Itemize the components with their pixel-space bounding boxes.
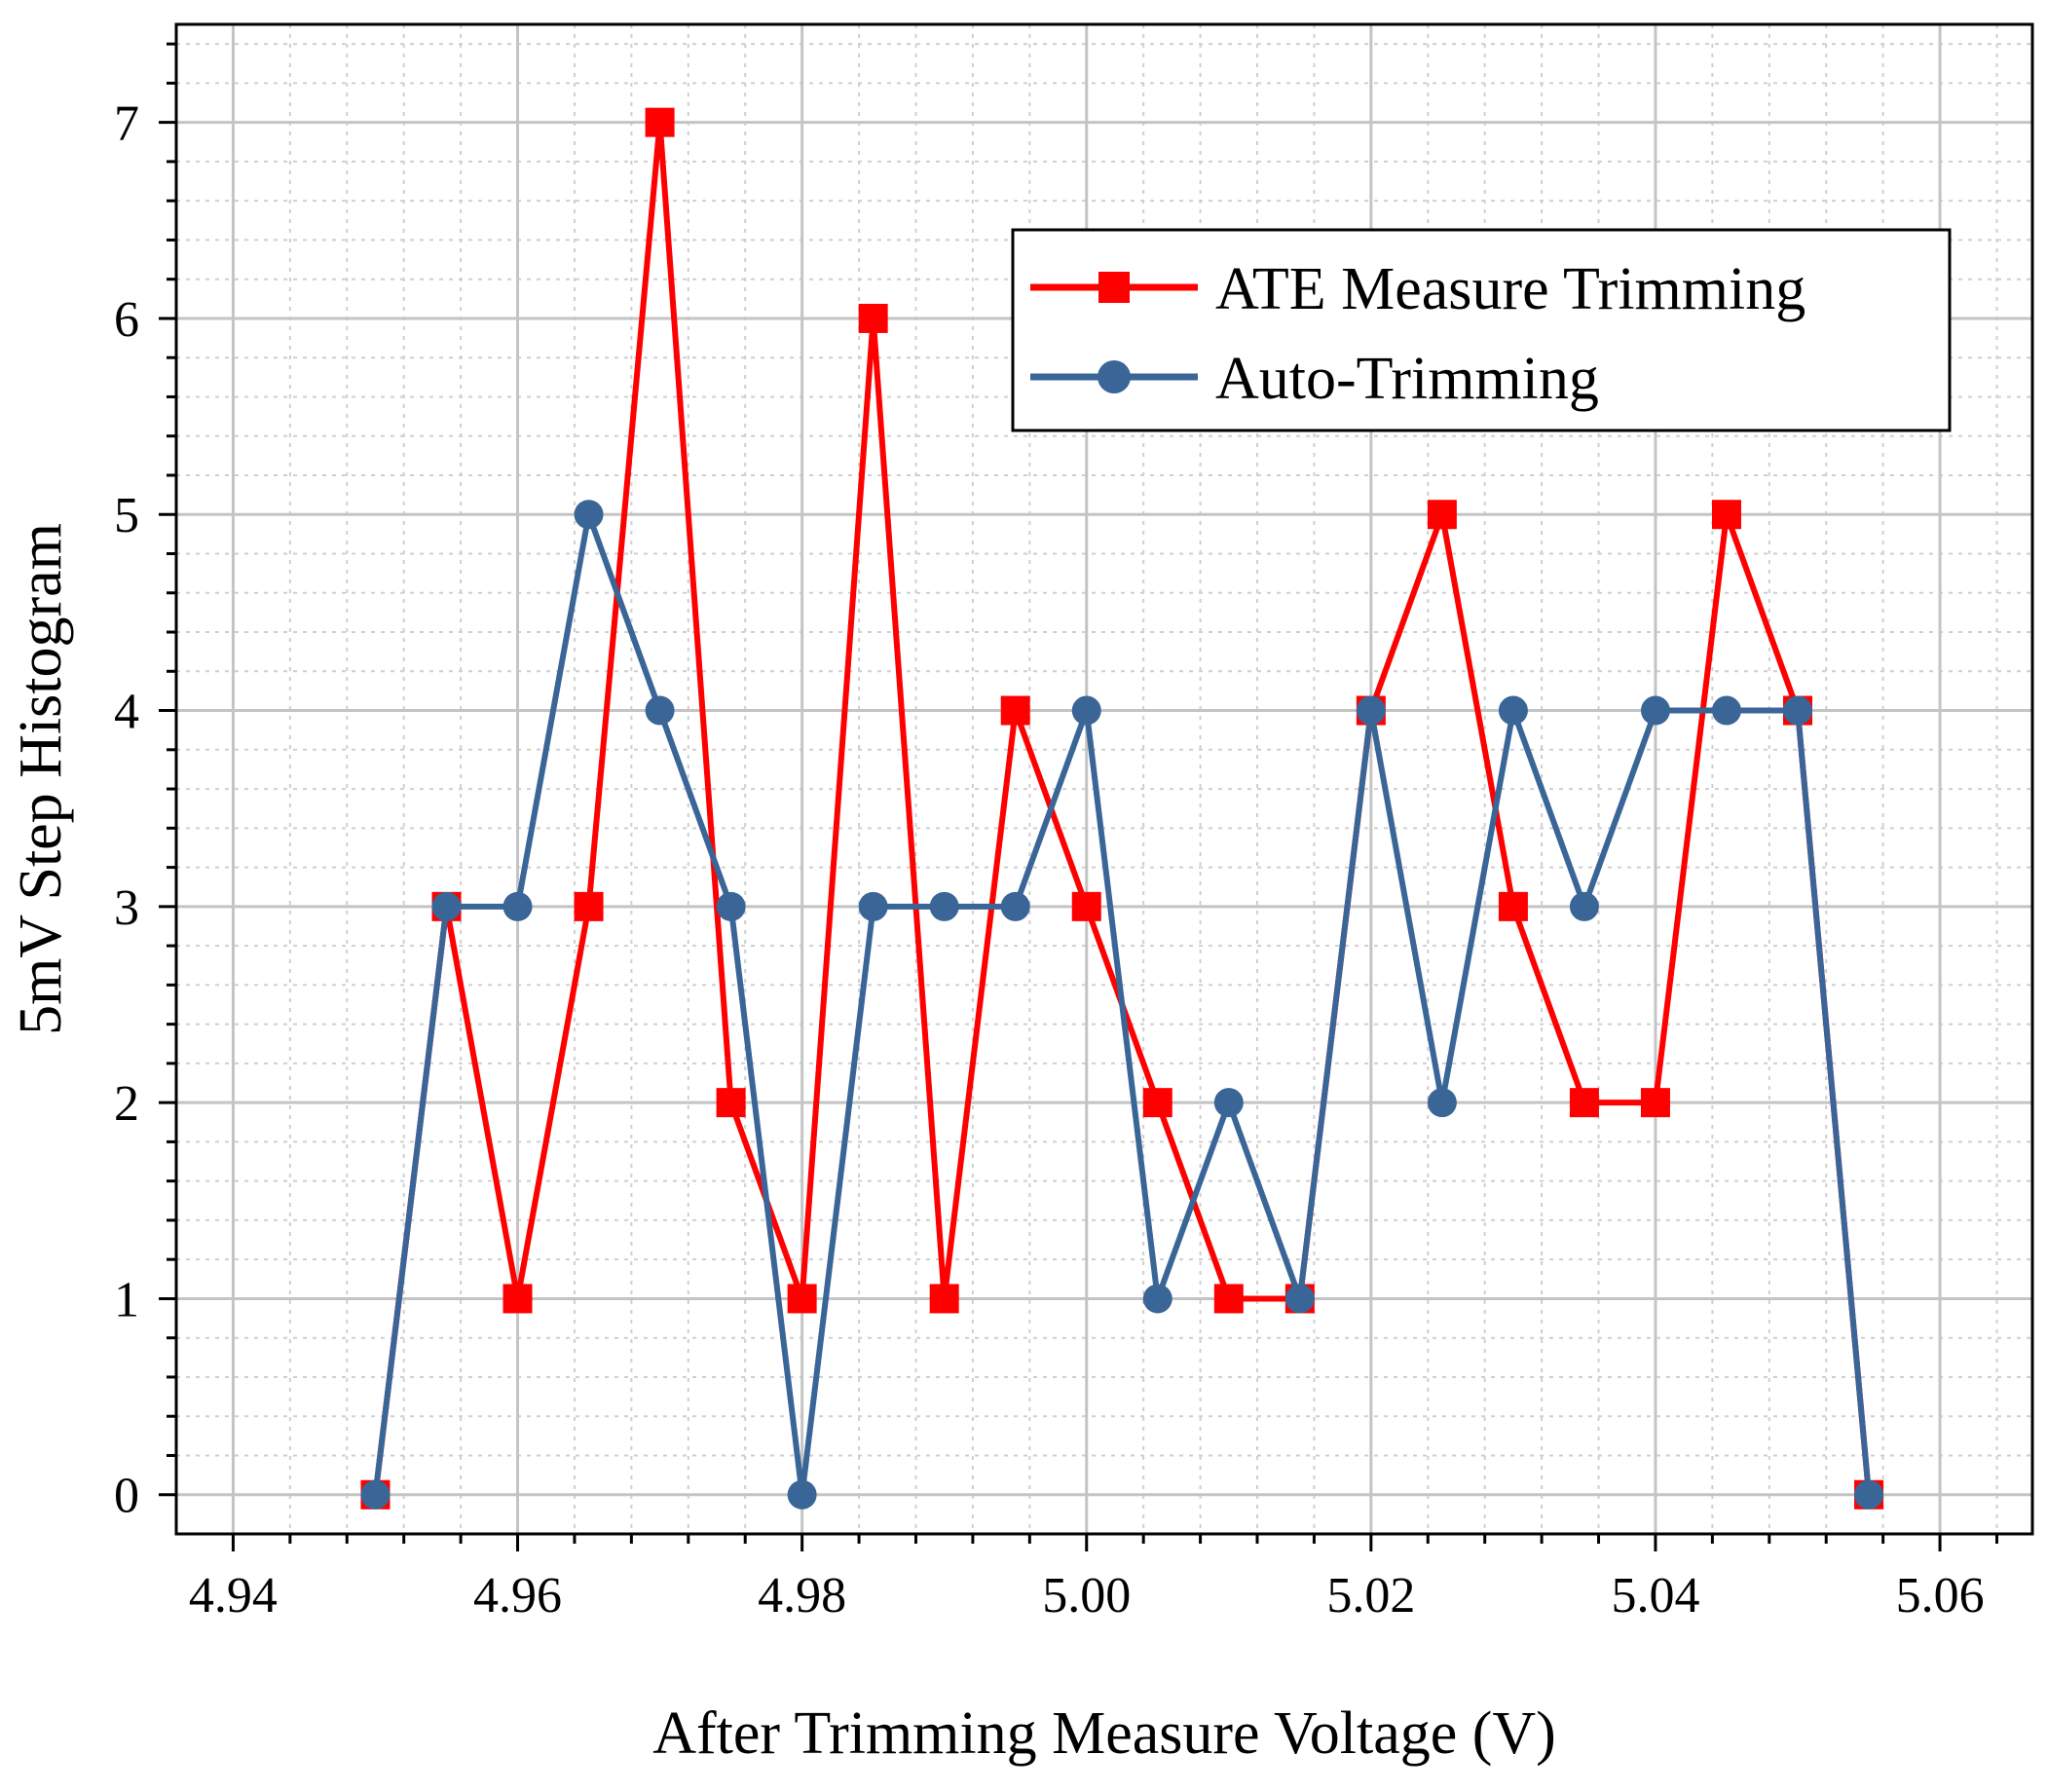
data-point-square xyxy=(1071,891,1101,921)
series-auto-trimming xyxy=(360,500,1884,1510)
y-tick-label: 3 xyxy=(114,880,139,936)
data-point-square xyxy=(574,891,604,921)
data-point-circle xyxy=(1783,695,1813,726)
data-point-square xyxy=(858,303,888,333)
y-tick-label: 2 xyxy=(114,1076,139,1132)
x-axis-title: After Trimming Measure Voltage (V) xyxy=(652,1700,1556,1767)
y-axis-title: 5mV Step Histogram xyxy=(8,523,74,1035)
data-point-square xyxy=(1142,1088,1172,1118)
y-tick-label: 7 xyxy=(114,96,139,152)
data-point-square xyxy=(1498,891,1528,921)
data-point-circle xyxy=(431,891,462,921)
data-point-circle xyxy=(858,891,888,921)
legend-label-ate: ATE Measure Trimming xyxy=(1215,256,1805,322)
data-point-circle xyxy=(360,1479,391,1510)
data-point-circle xyxy=(1711,695,1741,726)
data-point-circle xyxy=(787,1479,817,1510)
x-tick-label: 5.00 xyxy=(1042,1568,1131,1624)
data-point-circle xyxy=(1213,1088,1244,1118)
data-point-circle xyxy=(1284,1284,1315,1314)
y-tick-label: 4 xyxy=(114,685,139,740)
data-point-circle xyxy=(929,891,959,921)
data-point-square xyxy=(1000,695,1030,726)
series-line xyxy=(372,503,1873,1496)
data-point-square xyxy=(502,1284,533,1314)
legend: ATE Measure Trimming Auto-Trimming xyxy=(1011,228,1952,432)
data-point-square xyxy=(787,1284,817,1314)
data-point-square xyxy=(1640,1088,1670,1118)
data-point-circle xyxy=(1356,695,1386,726)
data-point-circle xyxy=(1071,695,1101,726)
data-point-square xyxy=(645,107,675,137)
legend-marker-ate xyxy=(1098,272,1130,303)
x-tick-label: 4.94 xyxy=(189,1568,278,1624)
data-point-square xyxy=(1569,1088,1599,1118)
y-tick-label: 1 xyxy=(114,1272,139,1327)
y-tick-label: 6 xyxy=(114,292,139,348)
data-point-square xyxy=(929,1284,959,1314)
data-point-square xyxy=(1213,1284,1244,1314)
x-tick-label: 4.98 xyxy=(758,1568,846,1624)
data-point-circle xyxy=(574,500,604,530)
data-point-square xyxy=(716,1088,746,1118)
data-point-circle xyxy=(1569,891,1599,921)
data-point-circle xyxy=(716,891,746,921)
y-tick-label: 5 xyxy=(114,488,139,543)
x-tick-label: 4.96 xyxy=(473,1568,562,1624)
plot-area-frame xyxy=(174,22,2034,1536)
data-point-square xyxy=(1427,500,1457,530)
x-tick-label: 5.04 xyxy=(1611,1568,1699,1624)
data-point-circle xyxy=(1498,695,1528,726)
series-layer xyxy=(360,107,1884,1510)
legend-box xyxy=(1011,228,1952,432)
axis-ticks: 4.94 4.96 4.98 5.00 5.02 5.04 5.06 0 1 2 3 4 5 6 7 xyxy=(114,42,1998,1624)
data-point-circle xyxy=(1427,1088,1457,1118)
x-tick-label: 5.02 xyxy=(1326,1568,1415,1624)
data-point-circle xyxy=(1000,891,1030,921)
x-tick-label: 5.06 xyxy=(1896,1568,1985,1624)
data-point-circle xyxy=(1854,1479,1884,1510)
legend-marker-auto xyxy=(1098,360,1131,393)
data-point-circle xyxy=(1640,695,1670,726)
data-point-circle xyxy=(1142,1284,1172,1314)
data-point-circle xyxy=(645,695,675,726)
data-point-circle xyxy=(502,891,533,921)
data-point-square xyxy=(1711,500,1741,530)
legend-label-auto: Auto-Trimming xyxy=(1215,346,1599,412)
y-tick-label: 0 xyxy=(114,1469,139,1524)
